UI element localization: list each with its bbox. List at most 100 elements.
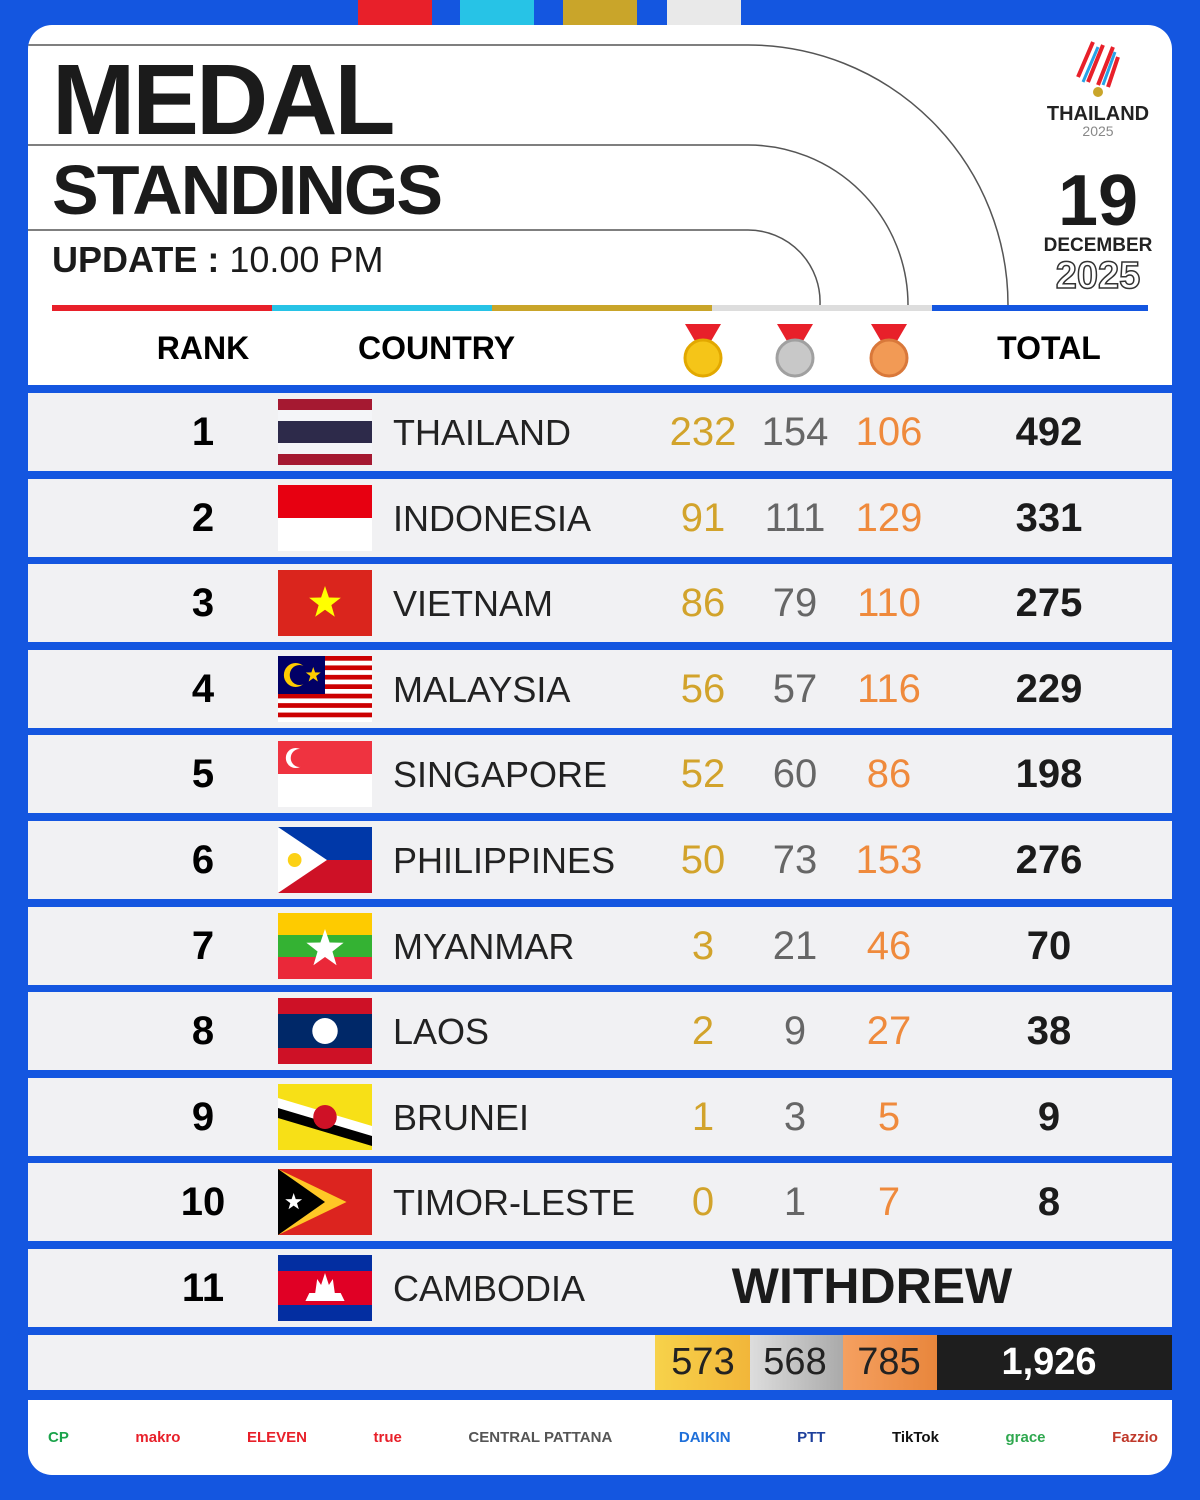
- flag-graphic: [278, 570, 372, 637]
- rank: 2: [191, 495, 215, 540]
- row: 5 SINGAPORE 52 60 86 198: [28, 735, 1172, 814]
- total: 38: [1026, 1009, 1072, 1054]
- total: 198: [1015, 752, 1083, 797]
- title: MEDAL: [52, 44, 396, 156]
- flag: [278, 570, 372, 637]
- flag: [278, 912, 372, 979]
- gold-count: 2: [691, 1009, 715, 1054]
- country: VIETNAM: [393, 583, 554, 625]
- total: 276: [1015, 838, 1083, 882]
- rank: 5: [191, 752, 215, 797]
- country: BRUNEI: [393, 1096, 530, 1138]
- col-total: TOTAL: [997, 330, 1101, 366]
- flag: [278, 998, 372, 1065]
- flag-graphic: [278, 912, 372, 979]
- total: 492: [1015, 410, 1083, 454]
- rank: 10: [180, 1180, 226, 1225]
- sponsor: PTT: [797, 1429, 826, 1446]
- event-year: 2025: [1082, 123, 1114, 139]
- total: 9: [1037, 1094, 1061, 1139]
- flag: [278, 1083, 372, 1150]
- update: UPDATE : 10.00 PM: [52, 239, 383, 281]
- country: CAMBODIA: [393, 1268, 586, 1309]
- flag: [278, 1255, 372, 1321]
- flag: [278, 1169, 372, 1236]
- silver-count: 21: [772, 923, 818, 968]
- gold-count: 86: [680, 581, 726, 626]
- gold-cell: [655, 1335, 750, 1390]
- medal-icons: [683, 324, 909, 378]
- flag-graphic: [278, 741, 372, 808]
- country: THAILAND: [393, 412, 572, 453]
- flag: [278, 655, 372, 723]
- silver-count: 9: [783, 1009, 807, 1054]
- flag-graphic: [278, 1255, 372, 1321]
- country: LAOS: [393, 1011, 490, 1053]
- flag-graphic: [278, 827, 372, 893]
- sponsor: ELEVEN: [246, 1429, 307, 1446]
- rank: 8: [191, 1009, 215, 1054]
- col-country: COUNTRY: [358, 330, 516, 366]
- row: 10 TIMOR-LESTE 0 1 7 8: [28, 1163, 1172, 1242]
- subtitle: STANDINGS: [52, 151, 443, 229]
- sponsor: true: [373, 1429, 402, 1446]
- sponsor: Fazzio: [1112, 1429, 1158, 1446]
- divider: [28, 1390, 1172, 1400]
- color-bar: [52, 305, 1148, 311]
- gold-count: 56: [680, 666, 726, 711]
- total-bronze: 785: [857, 1341, 921, 1383]
- row: 9 BRUNEI 1 3 5 9: [28, 1077, 1172, 1156]
- flag-graphic: [278, 1083, 372, 1150]
- gold-count: 3: [691, 923, 715, 968]
- silver-count: 79: [772, 581, 818, 626]
- flag-graphic: [278, 1169, 372, 1236]
- silver-count: 111: [764, 495, 826, 540]
- gold-count: 232: [669, 410, 737, 454]
- country: INDONESIA: [393, 497, 592, 539]
- month: DECEMBER: [1043, 235, 1153, 256]
- row: 8 LAOS 2 9 27 38: [28, 992, 1172, 1071]
- bronze-count: 27: [866, 1009, 912, 1054]
- decor-arcs: [28, 44, 1009, 306]
- silver-count: 154: [761, 410, 829, 454]
- sponsor: CP: [48, 1429, 69, 1446]
- bronze-count: 86: [866, 752, 912, 797]
- rank: 4: [191, 666, 215, 711]
- total: 70: [1026, 923, 1072, 968]
- total-gold: 573: [671, 1341, 735, 1383]
- gold-count: 0: [691, 1180, 715, 1225]
- row: 6 PHILIPPINES 50 73 153 276: [28, 821, 1172, 899]
- total: 275: [1015, 581, 1083, 626]
- sponsor: TikTok: [891, 1429, 939, 1446]
- grand-total: 1,926: [1001, 1341, 1097, 1383]
- gold-count: 91: [680, 495, 726, 540]
- total: 8: [1037, 1180, 1061, 1225]
- stripe: [358, 0, 432, 25]
- row: 4 MALAYSIA 56 57 116 229: [28, 649, 1172, 728]
- flag: [278, 741, 372, 808]
- sponsor: DAIKIN: [678, 1429, 731, 1446]
- bronze-count: 116: [857, 666, 921, 711]
- country: PHILIPPINES: [393, 840, 616, 881]
- day: 19: [1057, 161, 1139, 241]
- bronze-count: 110: [857, 581, 921, 626]
- status: WITHDREW: [731, 1258, 1013, 1314]
- bronze-count: 5: [877, 1094, 901, 1139]
- silver-count: 73: [772, 838, 818, 882]
- event-logo: [1076, 41, 1120, 97]
- silver-count: 3: [783, 1094, 807, 1139]
- row: 3 VIETNAM 86 79 110 275: [28, 564, 1172, 643]
- total-silver: 568: [763, 1341, 827, 1383]
- sponsor: CENTRAL PATTANA: [468, 1429, 613, 1446]
- total: 229: [1015, 666, 1083, 711]
- bronze-count: 129: [855, 495, 923, 540]
- row: 1 THAILAND 232 154 106 492: [28, 393, 1172, 471]
- flag: [278, 399, 372, 465]
- gold-count: 52: [680, 752, 726, 797]
- flag: [278, 827, 372, 893]
- silver-count: 60: [772, 752, 818, 797]
- bronze-count: 7: [877, 1180, 901, 1225]
- silver-count: 1: [783, 1180, 807, 1225]
- country: MALAYSIA: [393, 668, 571, 710]
